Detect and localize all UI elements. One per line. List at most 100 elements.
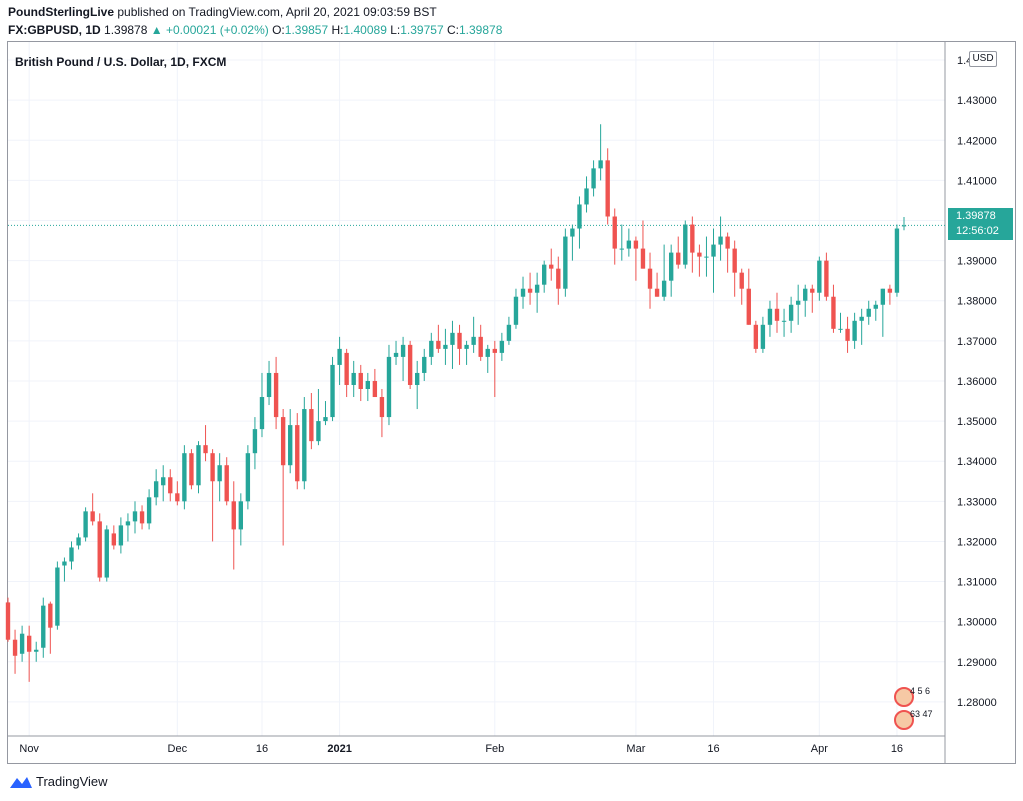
- candle-body: [168, 477, 173, 494]
- events-row2: 63 47: [910, 709, 933, 719]
- candle-body: [429, 340, 434, 357]
- publisher-name[interactable]: PoundSterlingLive: [8, 5, 115, 19]
- candle-body: [732, 248, 737, 273]
- economic-events-icon[interactable]: 4 5 6 63 47: [892, 684, 942, 734]
- candle-body: [894, 228, 900, 293]
- chart-frame[interactable]: [7, 41, 1016, 764]
- candle-body: [753, 324, 759, 349]
- candle-body: [725, 236, 730, 249]
- candle-body: [69, 547, 74, 562]
- candle-body: [880, 288, 886, 305]
- candle-body: [203, 445, 208, 454]
- candle-body: [231, 501, 236, 530]
- y-tick-label: 1.37000: [957, 336, 997, 348]
- candle-body: [5, 602, 11, 640]
- up-arrow-icon: ▲: [150, 23, 163, 37]
- candle-body: [513, 296, 519, 325]
- candle-body: [41, 605, 46, 648]
- candle-body: [132, 511, 138, 522]
- x-tick-label: Apr: [811, 743, 828, 755]
- y-tick-label: 1.39000: [957, 256, 997, 268]
- candle-body: [252, 429, 258, 454]
- candle-body: [767, 308, 773, 325]
- candle-body: [788, 304, 794, 321]
- change-value: +0.00021 (+0.02%): [166, 23, 269, 37]
- candle-body: [83, 511, 88, 538]
- y-tick-label: 1.43000: [957, 95, 997, 107]
- y-tick-label: 1.33000: [957, 496, 997, 508]
- x-tick-label: Feb: [485, 743, 504, 755]
- brand-name: TradingView: [36, 774, 108, 789]
- x-tick-label: 16: [891, 743, 903, 755]
- open-label: O:: [272, 23, 285, 37]
- candle-body: [26, 635, 32, 652]
- candle-body: [542, 264, 547, 285]
- candle-body: [668, 252, 674, 281]
- candle-body: [330, 364, 335, 418]
- candle-body: [633, 240, 639, 249]
- candle-body: [654, 288, 660, 297]
- candle-body: [676, 252, 681, 265]
- candle-body: [795, 300, 801, 305]
- candle-body: [393, 352, 399, 357]
- low-value: 1.39757: [400, 23, 444, 37]
- candle-body: [640, 248, 646, 269]
- candle-body: [866, 308, 871, 317]
- candle-body: [146, 497, 152, 524]
- candle-body: [584, 188, 589, 205]
- close-label: C:: [446, 23, 459, 37]
- candle-body: [372, 380, 378, 398]
- last-price-value: 1.39878: [956, 210, 996, 222]
- currency-badge[interactable]: USD: [969, 51, 997, 67]
- candle-body: [739, 272, 744, 289]
- candle-body: [386, 356, 392, 418]
- candle-body: [824, 260, 829, 297]
- y-tick-label: 1.42000: [957, 135, 997, 147]
- candle-body: [683, 224, 688, 265]
- candle-body: [845, 328, 850, 341]
- candle-body: [605, 160, 610, 217]
- y-tick-label: 1.29000: [957, 657, 997, 669]
- candle-body: [661, 280, 667, 297]
- published-text: published on TradingView.com, April 20, …: [117, 5, 437, 19]
- candle-body: [111, 533, 117, 546]
- candle-body: [358, 372, 363, 389]
- candle-body: [697, 252, 702, 257]
- candle-body: [499, 340, 505, 353]
- candle-body: [104, 529, 109, 578]
- tradingview-brand[interactable]: TradingView: [10, 774, 108, 789]
- candle-body: [175, 493, 180, 502]
- candle-body: [859, 316, 864, 321]
- candle-body: [62, 561, 67, 566]
- uk-flag-icon: [894, 710, 914, 730]
- candle-body: [400, 344, 406, 357]
- candle-body: [337, 348, 342, 365]
- candle-body: [76, 537, 81, 546]
- candle-body: [852, 320, 857, 341]
- candle-body: [266, 372, 272, 398]
- close-value: 1.39878: [458, 23, 503, 37]
- candle-body: [570, 228, 575, 237]
- candle-body: [55, 567, 60, 626]
- candle-body: [838, 328, 843, 330]
- candle-body: [746, 288, 751, 325]
- y-tick-label: 1.36000: [957, 376, 997, 388]
- candle-body: [280, 417, 286, 466]
- candle-body: [612, 216, 617, 249]
- candle-body: [238, 501, 244, 530]
- candle-body: [365, 380, 370, 389]
- tradingview-logo-icon: [10, 776, 32, 788]
- candle-body: [619, 248, 624, 250]
- candle-body: [457, 332, 462, 349]
- candle-body: [760, 324, 766, 349]
- candle-body: [182, 453, 187, 502]
- x-tick-label: 2021: [327, 743, 351, 755]
- candle-body: [492, 348, 497, 353]
- candle-body: [125, 521, 131, 526]
- y-tick-label: 1.35000: [957, 416, 997, 428]
- candle-body: [563, 236, 568, 289]
- y-tick-label: 1.38000: [957, 296, 997, 308]
- open-value: 1.39857: [284, 23, 329, 37]
- candle-body: [774, 308, 780, 321]
